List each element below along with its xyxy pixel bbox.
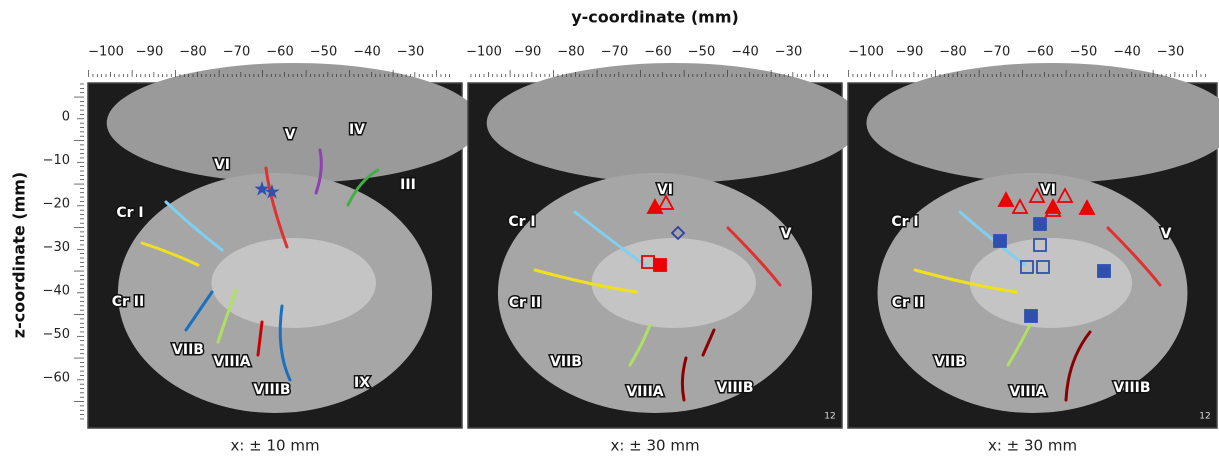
- x-tick-label: −100: [466, 45, 502, 60]
- region-label: VIIB: [934, 354, 966, 370]
- cerebrum: [487, 63, 861, 183]
- white-matter: [970, 238, 1132, 328]
- white-matter: [591, 238, 756, 328]
- y-tick-label: 0: [62, 110, 70, 125]
- y-tick-label: −20: [43, 197, 70, 212]
- region-label: Cr I: [508, 214, 535, 230]
- region-label: IV: [349, 122, 365, 138]
- x-tick-label: −60: [644, 45, 671, 60]
- x-tick-label: −80: [557, 45, 584, 60]
- y-tick-label: −10: [43, 153, 70, 168]
- x-tick-label: −60: [1026, 45, 1053, 60]
- marker: ★: [263, 180, 281, 204]
- region-label: V: [1161, 226, 1172, 242]
- region-label: VIIIB: [253, 382, 290, 398]
- marker: [1025, 310, 1037, 322]
- x-tick-label: −50: [1070, 45, 1097, 60]
- x-tick-label: −30: [1157, 45, 1184, 60]
- x-tick-label: −90: [514, 45, 541, 60]
- figure: y-coordinate (mm) z-coordinate (mm) −100…: [0, 0, 1219, 458]
- region-label: VIIIA: [1009, 384, 1046, 400]
- x-tick-label: −70: [601, 45, 628, 60]
- x-tick-label: −100: [88, 45, 124, 60]
- region-label: Cr II: [112, 294, 144, 310]
- region-label: Cr I: [116, 205, 143, 221]
- x-tick-label: −80: [179, 45, 206, 60]
- slice-number: 12: [1199, 412, 1210, 422]
- region-label: VI: [657, 182, 673, 198]
- region-label: VI: [1040, 182, 1056, 198]
- region-label: V: [285, 127, 296, 143]
- region-label: III: [400, 177, 416, 193]
- slice-number: 12: [824, 412, 835, 422]
- white-matter: [211, 238, 376, 328]
- caption: x: ± 10 mm: [230, 437, 319, 455]
- x-tick-label: −80: [939, 45, 966, 60]
- region-label: VIIB: [550, 354, 582, 370]
- region-label: IX: [354, 375, 370, 391]
- region-label: Cr II: [892, 295, 924, 311]
- region-label: VIIIB: [1113, 380, 1150, 396]
- marker: [1034, 218, 1046, 230]
- y-tick-label: −60: [43, 371, 70, 386]
- region-label: VI: [214, 157, 230, 173]
- x-tick-label: −40: [353, 45, 380, 60]
- y-tick-label: −40: [43, 284, 70, 299]
- y-tick-label: −30: [43, 240, 70, 255]
- marker: [1098, 265, 1110, 277]
- cerebrum: [866, 63, 1219, 183]
- y-axis-label: z-coordinate (mm): [10, 172, 29, 338]
- region-label: VIIB: [172, 342, 204, 358]
- x-tick-label: −100: [848, 45, 884, 60]
- x-tick-label: −40: [1113, 45, 1140, 60]
- marker: [654, 259, 666, 271]
- caption: x: ± 30 mm: [988, 437, 1077, 455]
- x-tick-label: −30: [775, 45, 802, 60]
- region-label: VIIIA: [626, 384, 663, 400]
- marker: [994, 235, 1006, 247]
- x-axis-label: y-coordinate (mm): [571, 8, 739, 27]
- y-tick-label: −50: [43, 327, 70, 342]
- cerebrum: [107, 63, 481, 183]
- x-tick-label: −70: [223, 45, 250, 60]
- x-tick-label: −50: [688, 45, 715, 60]
- region-label: VIIIA: [213, 354, 250, 370]
- x-tick-label: −50: [310, 45, 337, 60]
- x-tick-label: −90: [896, 45, 923, 60]
- x-tick-label: −40: [731, 45, 758, 60]
- region-label: VIIIB: [716, 380, 753, 396]
- region-label: Cr II: [509, 295, 541, 311]
- x-tick-label: −70: [983, 45, 1010, 60]
- region-label: V: [781, 226, 792, 242]
- caption: x: ± 30 mm: [610, 437, 699, 455]
- x-tick-label: −90: [136, 45, 163, 60]
- x-tick-label: −30: [397, 45, 424, 60]
- x-tick-label: −60: [266, 45, 293, 60]
- region-label: Cr I: [891, 214, 918, 230]
